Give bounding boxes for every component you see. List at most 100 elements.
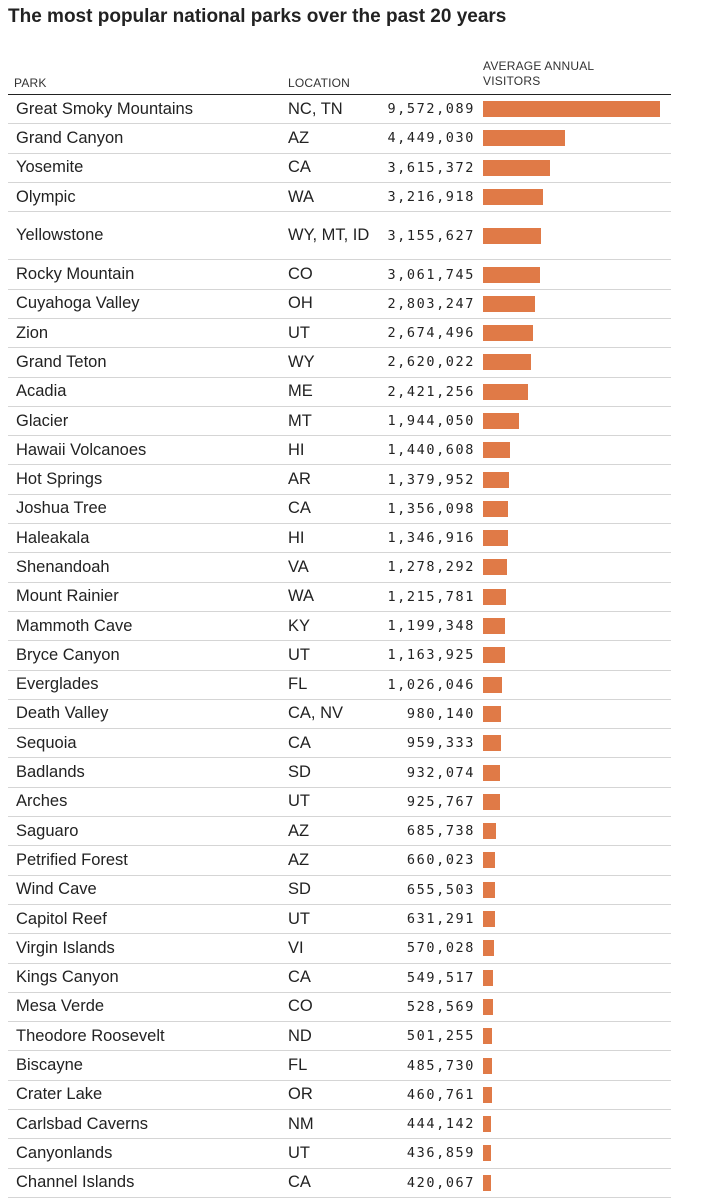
visitor-count: 959,333 (406, 735, 475, 752)
table-row: Wind Cave SD 655,503 (8, 876, 671, 905)
visitor-bar (483, 354, 532, 371)
table-row: Theodore Roosevelt ND 501,255 (8, 1022, 671, 1052)
visitor-bar (483, 266, 540, 283)
table-row: Grand Canyon AZ 4,449,030 (8, 124, 671, 154)
park-name: Shenandoah (16, 557, 110, 576)
visitor-bar (483, 130, 566, 147)
park-name: Everglades (16, 675, 99, 694)
table-row: Arches UT 925,767 (8, 788, 671, 818)
table-row: Acadia ME 2,421,256 (8, 378, 671, 407)
park-name: Mount Rainier (16, 587, 119, 606)
table-row: Channel Islands CA 420,067 (8, 1169, 671, 1198)
table-row: Hawaii Volcanoes HI 1,440,608 (8, 436, 671, 466)
visitor-count: 2,620,022 (387, 354, 475, 371)
park-name: Hawaii Volcanoes (16, 440, 147, 459)
visitor-bar (483, 1116, 492, 1133)
visitor-count: 420,067 (406, 1174, 475, 1191)
visitor-count: 3,061,745 (387, 266, 475, 283)
table-row: Rocky Mountain CO 3,061,745 (8, 260, 671, 290)
park-name: Sequoia (16, 733, 77, 752)
visitor-count: 1,199,348 (387, 618, 475, 635)
visitor-count: 1,379,952 (387, 471, 475, 488)
parks-table: Great Smoky Mountains NC, TN 9,572,089 Gran… (8, 95, 671, 1198)
park-location: AZ (288, 128, 310, 147)
park-name: Grand Teton (16, 352, 107, 371)
park-location: CO (288, 265, 313, 284)
table-row: Canyonlands UT 436,859 (8, 1139, 671, 1169)
visitor-bar (483, 764, 501, 781)
park-location: UT (288, 909, 310, 928)
park-location: SD (288, 763, 311, 782)
visitor-bar (483, 735, 501, 752)
table-row: Cuyahoga Valley OH 2,803,247 (8, 290, 671, 319)
visitor-bar (483, 969, 494, 986)
visitor-count: 685,738 (406, 823, 475, 840)
park-name: Death Valley (16, 704, 109, 723)
visitor-bar (483, 618, 506, 635)
park-location: VA (288, 557, 309, 576)
table-row: Yellowstone WY, MT, ID 3,155,627 (8, 212, 671, 261)
park-location: CA (288, 1173, 311, 1192)
header-divider (8, 94, 671, 95)
park-name: Canyonlands (16, 1143, 113, 1162)
park-location: CA (288, 499, 311, 518)
column-header-visitors: AVERAGE ANNUAL VISITORS (483, 59, 643, 89)
visitor-count: 9,572,089 (387, 101, 475, 118)
visitor-count: 1,356,098 (387, 500, 475, 517)
park-name: Bryce Canyon (16, 645, 120, 664)
visitor-count: 2,803,247 (387, 295, 475, 312)
visitor-bar (483, 1028, 493, 1045)
park-location: FL (288, 1056, 308, 1075)
table-row: Kings Canyon CA 549,517 (8, 964, 671, 993)
visitor-count: 655,503 (406, 881, 475, 898)
park-location: OR (288, 1085, 313, 1104)
park-location: UT (288, 792, 310, 811)
visitor-bar (483, 295, 535, 312)
park-location: AZ (288, 821, 310, 840)
table-row: Sequoia CA 959,333 (8, 729, 671, 759)
park-name: Theodore Roosevelt (16, 1026, 165, 1045)
table-row: Badlands SD 932,074 (8, 758, 671, 788)
park-name: Carlsbad Caverns (16, 1114, 149, 1133)
table-row: Death Valley CA, NV 980,140 (8, 700, 671, 730)
park-name: Wind Cave (16, 880, 97, 899)
visitor-bar (483, 325, 533, 342)
park-name: Olympic (16, 187, 76, 206)
park-location: CO (288, 997, 313, 1016)
visitor-count: 1,163,925 (387, 647, 475, 664)
visitor-count: 549,517 (406, 969, 475, 986)
table-row: Zion UT 2,674,496 (8, 319, 671, 349)
park-location: NC, TN (288, 99, 343, 118)
park-name: Glacier (16, 411, 69, 430)
visitor-bar (483, 1057, 492, 1074)
table-row: Glacier MT 1,944,050 (8, 407, 671, 437)
table-row: Hot Springs AR 1,379,952 (8, 465, 671, 495)
table-row: Grand Teton WY 2,620,022 (8, 348, 671, 378)
park-location: UT (288, 645, 310, 664)
park-location: CA, NV (288, 704, 344, 723)
visitor-bar (483, 101, 660, 118)
park-name: Biscayne (16, 1056, 83, 1075)
visitor-bar (483, 189, 543, 206)
visitor-count: 444,142 (406, 1116, 475, 1133)
visitor-bar (483, 413, 519, 429)
park-name: Kings Canyon (16, 968, 119, 987)
visitor-count: 3,155,627 (387, 227, 475, 244)
table-row: Great Smoky Mountains NC, TN 9,572,089 (8, 95, 671, 125)
visitor-count: 460,761 (406, 1086, 475, 1103)
chart-title: The most popular national parks over the… (8, 6, 507, 27)
visitor-count: 2,421,256 (387, 383, 475, 400)
table-row: Bryce Canyon UT 1,163,925 (8, 641, 671, 671)
park-location: UT (288, 323, 310, 342)
visitor-count: 660,023 (406, 852, 475, 869)
table-row: Mesa Verde CO 528,569 (8, 993, 671, 1023)
park-name: Acadia (16, 382, 67, 401)
park-location: FL (288, 675, 308, 694)
park-location: ND (288, 1026, 312, 1045)
visitor-bar (483, 705, 502, 722)
visitor-bar (483, 530, 508, 547)
visitor-count: 485,730 (406, 1057, 475, 1074)
visitor-bar (483, 559, 507, 576)
table-row: Everglades FL 1,026,046 (8, 671, 671, 700)
visitor-bar (483, 881, 496, 898)
